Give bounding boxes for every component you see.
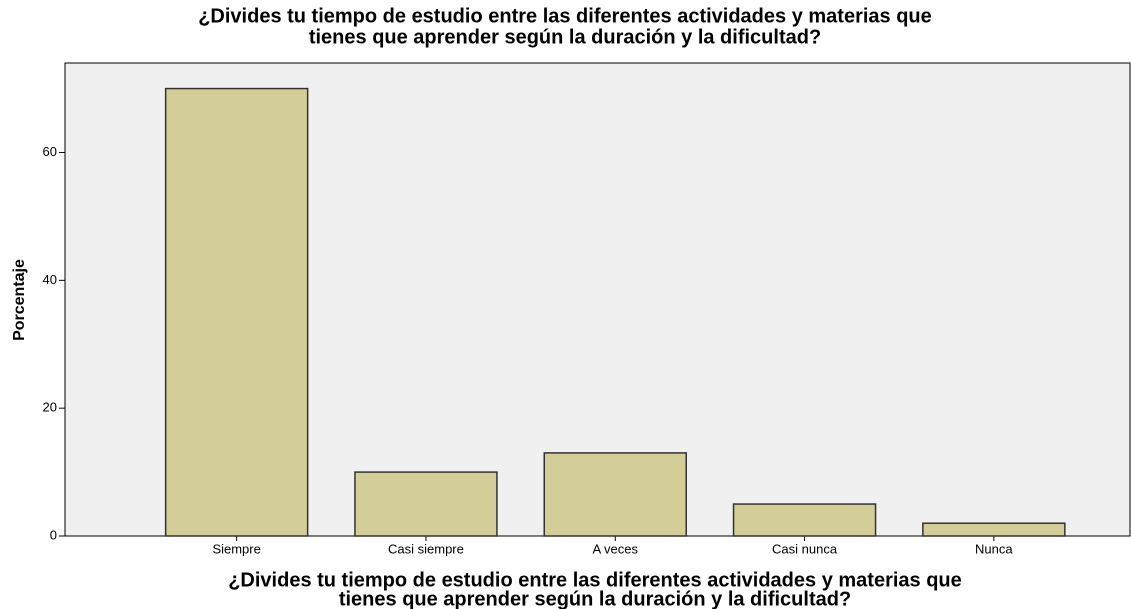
y-axis-label: Porcentaje — [11, 259, 28, 341]
x-tick-label: Siempre — [212, 541, 260, 556]
bar — [164, 87, 309, 537]
y-tick-label: 0 — [50, 527, 57, 542]
y-tick-label: 20 — [43, 400, 57, 415]
x-axis-label: tienes que aprender según la duración y … — [339, 588, 851, 609]
x-tick-label: Casi nunca — [772, 541, 838, 556]
bar — [732, 503, 877, 537]
x-tick-label: Casi siempre — [388, 541, 464, 556]
x-axis-label: ¿Divides tu tiempo de estudio entre las … — [228, 569, 962, 591]
x-tick-label: Nunca — [975, 541, 1013, 556]
y-tick-label: 60 — [43, 144, 57, 159]
chart-title: ¿Divides tu tiempo de estudio entre las … — [198, 5, 932, 27]
chart-title: tienes que aprender según la duración y … — [309, 26, 821, 48]
bar — [922, 522, 1066, 537]
y-tick-label: 40 — [43, 272, 57, 287]
x-tick-label: A veces — [592, 541, 638, 556]
bar — [543, 452, 687, 537]
bar — [354, 471, 498, 537]
